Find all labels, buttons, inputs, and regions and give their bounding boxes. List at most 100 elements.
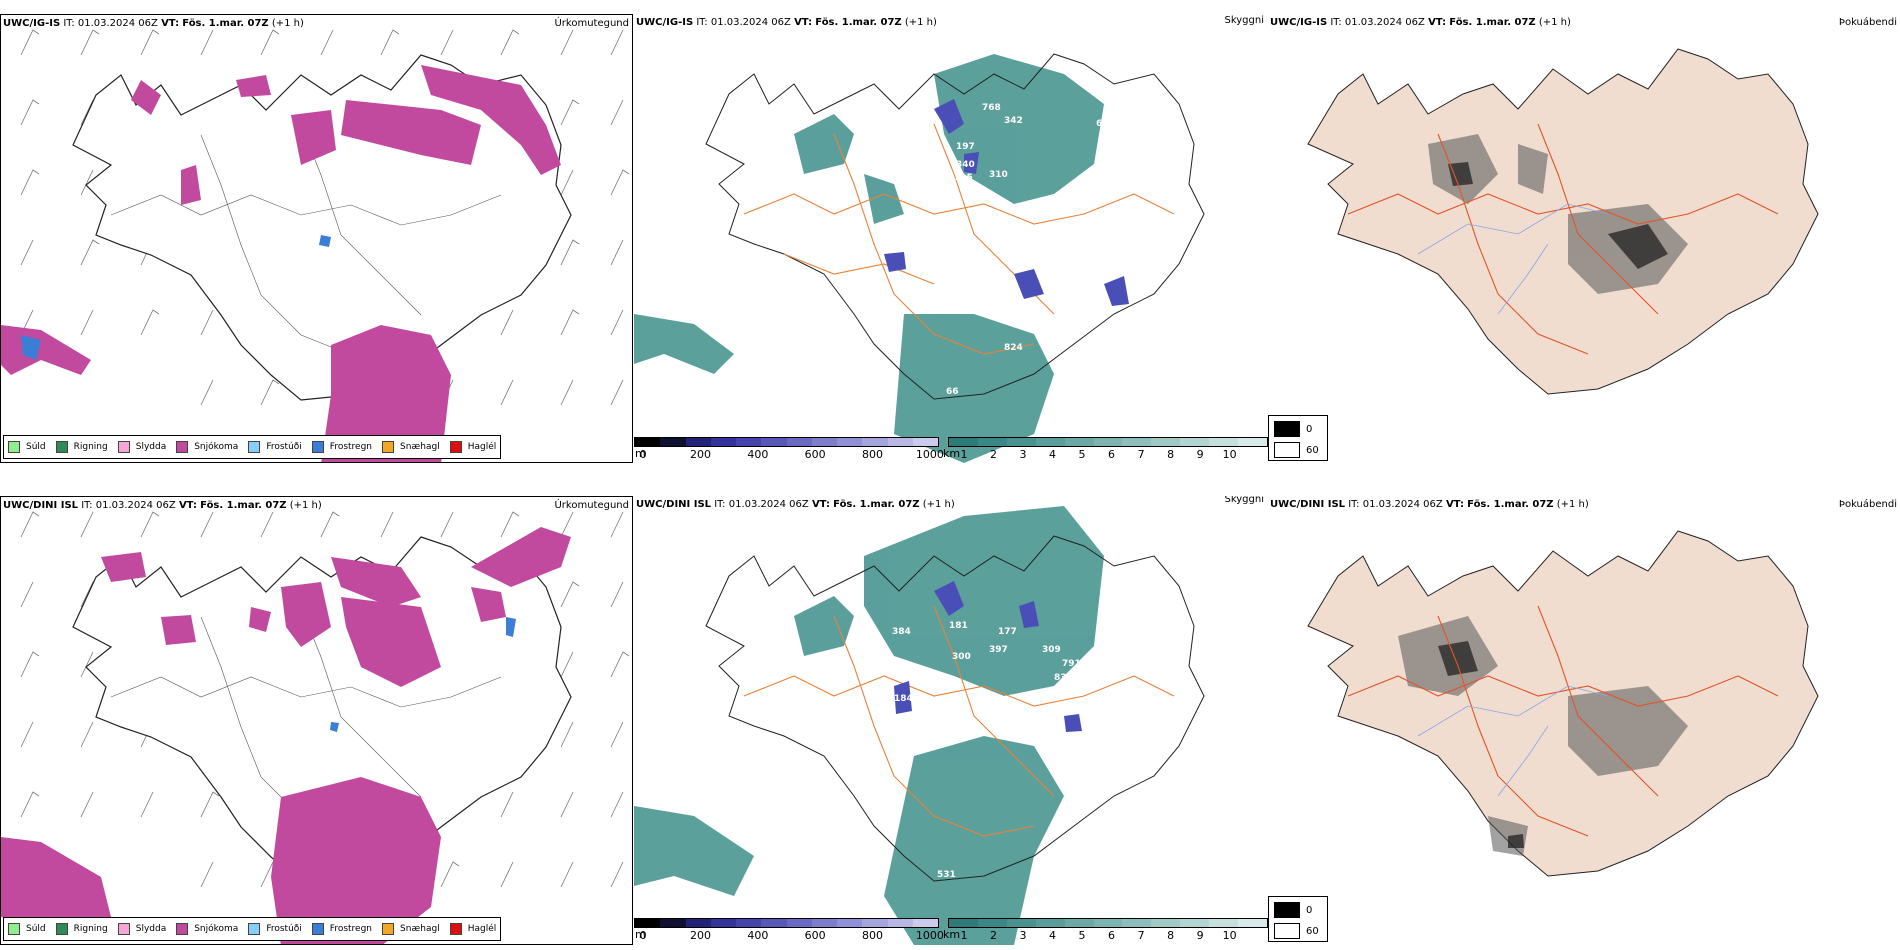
ceiling-label: 177 [998,627,1017,637]
coastline [705,535,1205,882]
legend-label: Súld [26,442,46,452]
ceiling-label: 181 [949,621,968,631]
colorbar-segment [710,919,736,927]
legend-swatch [8,923,20,935]
colorbar-segment [1035,438,1065,446]
colorbar-tick-label: 10 [1222,448,1237,461]
colorbar-segment [761,438,787,446]
ceiling-labels: 768 342 664 197 340 310 315 138 386 138 … [894,103,1135,397]
precip-type-panel-dini: UWC/DINI ISL IT: 01.03.2024 06Z VT: Fös.… [0,496,633,945]
precip-map-ig [1,29,630,462]
freezing-rain-areas [330,617,516,732]
colorbar-tick-label: 200 [689,448,711,461]
fog-legend-label: 60 [1306,925,1319,937]
colorbar-tick-label: 1 [960,448,968,461]
product-name: Úrkomutegund [554,500,629,511]
legend-label: Haglél [467,924,497,934]
ceiling-label: 664 [1096,119,1115,129]
colorbar-tick-label: 7 [1137,448,1145,461]
ceiling-label: 184 [894,694,913,704]
legend-item: Haglél [449,923,497,935]
panel-title: UWC/DINI ISL IT: 01.03.2024 06Z VT: Fös.… [1270,499,1589,510]
fog-legend-swatch [1274,902,1300,918]
colorbar-tick-label: 5 [1078,929,1086,942]
colorbar-segment [1122,919,1152,927]
roads [743,605,1175,837]
colorbar-tick-label: 9 [1196,448,1204,461]
precip-map-dini [1,511,630,944]
colorbar-segment [1006,438,1036,446]
fog-legend-row: 60 [1274,923,1319,939]
fog-legend-row: 0 [1274,902,1312,918]
legend-label: Slydda [135,924,167,934]
visibility-panel-ig: 768 342 664 197 340 310 315 138 386 138 … [634,14,1267,463]
legend-item: Frostúði [248,441,302,453]
low-visibility-areas [634,506,1104,945]
colorbar-tick-label: 4 [1049,448,1057,461]
colorbar-swatches [948,437,1268,447]
roads [1347,605,1779,837]
fog-map-dini [1307,530,1819,877]
fog-map-ig [1307,48,1819,395]
colorbar-tick-label: 3 [1019,448,1027,461]
visibility-unit: km [943,447,961,460]
colorbar-segment [1064,438,1094,446]
colorbar-segment [1238,438,1267,446]
legend-item: Frostregn [311,923,372,935]
legend-label: Slydda [135,442,167,452]
ceiling-label: 386 [894,222,913,232]
colorbar-tick-label: 1 [960,929,968,942]
legend-swatch [117,441,130,453]
freezing-rain-areas [21,235,331,360]
fog-panel-ig: UWC/IG-IS IT: 01.03.2024 06Z VT: Fös. 1.… [1268,14,1900,463]
colorbar-segment [1035,919,1065,927]
colorbar-ticks: 0 200 400 600 800 1000 [634,447,944,461]
legend-label: Frostúði [266,442,302,452]
legend-label: Frostregn [329,442,373,452]
colorbar-segment [1093,919,1123,927]
colorbar-swatches [634,918,939,928]
legend-item: Snjókoma [176,923,238,935]
legend-label: Snjókoma [194,442,239,452]
legend-swatch [382,441,395,453]
ceiling-label: 208 [1046,265,1065,275]
ceiling-label: 198 [1049,210,1068,220]
product-name: Skyggni [1224,15,1264,26]
colorbar-tick-label: 3 [1019,929,1027,942]
colorbar-segment [736,919,762,927]
panel-title: UWC/DINI ISL IT: 01.03.2024 06Z VT: Fös.… [636,499,955,510]
colorbar-swatches [634,437,939,447]
colorbar-segment [1151,438,1181,446]
ceiling-labels: 384 181 177 397 300 309 791 834 120 63 1… [892,621,1191,880]
colorbar-tick-label: 600 [804,929,826,942]
colorbar-segment [1006,919,1036,927]
legend-swatch [248,441,261,453]
precip-type-legend: Súld Rigning Slydda Snjókoma Frostúði Frostre… [3,435,502,459]
legend-label: Súld [26,924,46,934]
fog-legend-swatch [1274,442,1300,458]
colorbar-segment [660,438,686,446]
land-area [1307,48,1819,395]
ceiling-label: 397 [989,645,1008,655]
colorbar-ticks: 0 200 400 600 800 1000 [634,928,944,942]
height-unit: m [635,928,646,941]
snow-areas [1,527,571,944]
colorbar-segment [1180,919,1210,927]
product-name: Þokuábendi [1838,17,1897,28]
legend-swatch [449,923,462,935]
colorbar-segment [1093,438,1123,446]
roads [1347,123,1779,355]
product-name: Úrkomutegund [554,18,629,29]
colorbar-tick-label: 10 [1222,929,1237,942]
colorbar-tick-label: 6 [1108,929,1116,942]
colorbar-segment [1209,438,1239,446]
legend-swatch [117,923,130,935]
legend-label: Snæhagl [400,442,440,452]
colorbar-tick-label: 8 [1167,448,1175,461]
ceiling-label: 17 [1112,742,1125,752]
product-name: Skyggni [1224,496,1264,505]
colorbar-swatches [948,918,1268,928]
coastline [72,536,572,883]
colorbar-segment [710,438,736,446]
panel-title: UWC/IG-IS IT: 01.03.2024 06Z VT: Fös. 1.… [1270,17,1571,28]
